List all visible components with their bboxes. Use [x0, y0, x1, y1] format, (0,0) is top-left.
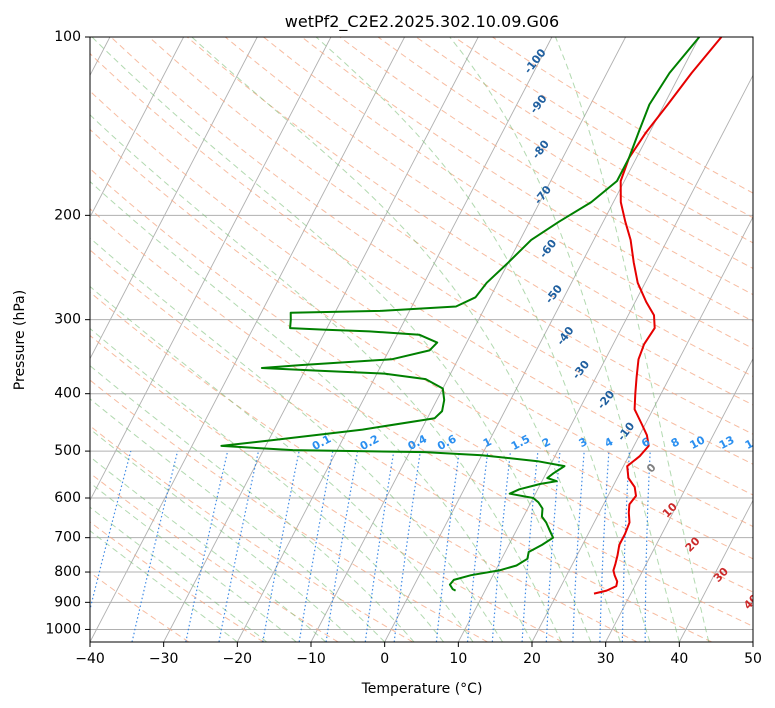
dry-adiabat-line [90, 168, 753, 593]
dry-adiabat-line [90, 90, 753, 528]
x-axis-title: Temperature (°C) [361, 681, 483, 697]
moist-adiabat-line [90, 398, 386, 642]
x-tick-label: −30 [149, 651, 179, 667]
moist-adiabat-line [449, 37, 680, 642]
mixing-ratio-line [185, 450, 229, 642]
isotherm-gridline [90, 37, 332, 502]
isotherm-gridline [310, 37, 626, 642]
dry-adiabat-line [90, 425, 414, 642]
isotherm-gridline [90, 37, 405, 642]
x-tick-label: 50 [744, 651, 762, 667]
y-tick-label: 500 [54, 443, 81, 459]
moist-adiabat-line [90, 456, 327, 642]
moist-adiabat-line [90, 482, 297, 642]
isotherm-gridline [236, 37, 553, 642]
moist-adiabat-line [555, 37, 710, 642]
mixing-ratio-line [435, 451, 460, 642]
x-axis: −40 −30 −20 −10 0 10 20 30 40 50 [75, 642, 762, 667]
y-tick-label: 1000 [45, 621, 81, 637]
dry-adiabat-line [148, 37, 753, 435]
isotherm-gridline [90, 37, 184, 218]
dry-adiabat-line [90, 128, 753, 560]
moist-adiabat-line [315, 37, 651, 642]
moist-adiabat-line [90, 506, 268, 642]
x-tick-label: 30 [597, 651, 615, 667]
mixing-ratio-line [90, 450, 132, 612]
moist-adiabat-line [90, 530, 238, 642]
dry-adiabat-line [90, 52, 753, 496]
y-tick-label: 300 [54, 312, 81, 328]
mixing-ratio-line [521, 451, 539, 642]
moist-adiabat-label: 40 [741, 592, 761, 612]
y-tick-label: 900 [54, 594, 81, 610]
y-tick-label: 200 [54, 207, 81, 223]
isotherm-gridline [457, 74, 753, 642]
profile-series-layer [220, 37, 723, 595]
dry-adiabat-line [301, 37, 753, 322]
y-tick-label: 800 [54, 564, 81, 580]
y-axis: 100 200 300 400 500 600 700 800 900 1000 [45, 29, 90, 637]
dry-adiabat-line [90, 571, 190, 642]
mixing-ratio-label: 16 [743, 433, 763, 452]
dry-adiabat-line [90, 291, 638, 642]
mixing-ratio-line [491, 451, 512, 642]
mixing-ratio-label: 13 [717, 433, 737, 452]
thermo-background-lines [90, 37, 753, 642]
plot-background [90, 37, 753, 642]
moist-adiabat-line [90, 114, 562, 642]
x-tick-label: 40 [670, 651, 688, 667]
moist-adiabat-line [90, 428, 356, 642]
isotherm-gridline [678, 499, 753, 642]
y-tick-label: 100 [54, 29, 81, 45]
y-axis-title: Pressure (hPa) [12, 290, 28, 390]
moist-adiabat-line [90, 237, 503, 642]
x-tick-label: −40 [75, 651, 105, 667]
mixing-ratio-line [131, 450, 179, 642]
isotherm-gridline [163, 37, 479, 642]
mixing-ratio-line [364, 451, 395, 642]
isotherm-gridline [384, 37, 700, 642]
dry-adiabat-line [90, 379, 488, 642]
plot-frame [89, 36, 754, 643]
dry-adiabat-line [186, 37, 753, 406]
profile-line [220, 37, 701, 592]
x-tick-label: 0 [380, 651, 389, 667]
moist-adiabat-line [191, 37, 621, 642]
mixing-ratio-label: 10 [688, 433, 708, 452]
mixing-ratio-line [466, 451, 489, 642]
dry-adiabat-line [90, 249, 712, 642]
y-tick-label: 600 [54, 490, 81, 506]
x-tick-label: −10 [296, 651, 326, 667]
mixing-ratio-line [393, 451, 421, 642]
isotherm-gridline [90, 37, 258, 360]
x-tick-label: 10 [449, 651, 467, 667]
dry-adiabat-line [339, 37, 753, 296]
moist-adiabat-line [91, 37, 592, 642]
isotherm-gridline [605, 357, 753, 642]
moist-adiabat-line [90, 180, 533, 642]
moist-adiabat-line [90, 285, 474, 642]
moist-adiabat-line [90, 327, 444, 642]
chart-title: wetPf2_C2E2.2025.302.10.09.G06 [285, 12, 559, 32]
profile-line [593, 37, 723, 595]
grid-layer [90, 37, 753, 642]
x-tick-label: −20 [223, 651, 253, 667]
x-tick-label: 20 [523, 651, 541, 667]
y-tick-label: 400 [54, 386, 81, 402]
mixing-ratio-line [218, 450, 260, 642]
y-tick-label: 700 [54, 530, 81, 546]
isotherm-gridline [531, 216, 753, 642]
